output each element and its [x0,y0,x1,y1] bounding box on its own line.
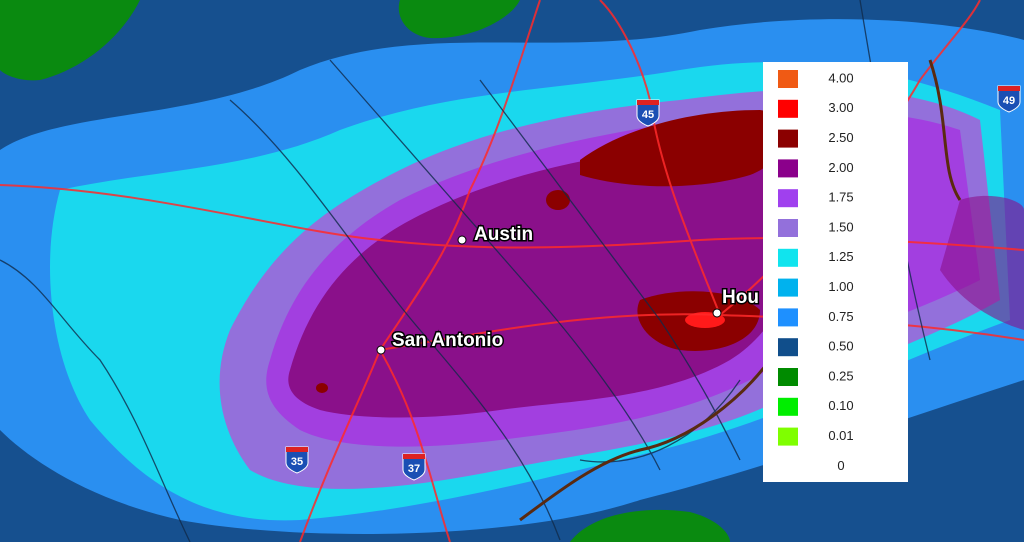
coastline [519,59,962,522]
legend-label: 0.25 [828,368,853,383]
legend-swatch [778,159,798,178]
legend-swatch [778,129,798,148]
legend-swatch [778,427,798,446]
highway-shield: 35 [285,446,309,474]
legend-swatch [778,70,798,88]
shield-number: 49 [1003,95,1015,107]
legend-label: 0.10 [828,398,853,413]
legend-label: 3.00 [828,100,853,115]
highway-shield: 37 [402,453,426,481]
legend-label: 1.75 [828,190,853,205]
legend-label: 0.50 [828,339,853,354]
legend-label: 1.50 [828,219,853,234]
legend-label: 4.00 [828,70,853,85]
legend-swatch [778,338,798,357]
city-marker [376,345,386,355]
shield-number: 35 [291,456,303,468]
highway-shield: 49 [997,85,1021,113]
legend-swatch [778,248,798,267]
rivers [0,0,931,542]
shield-number: 37 [408,463,420,475]
shield-number: 45 [642,109,654,121]
city-label: Hou [722,287,759,308]
legend-box [763,62,908,482]
highway-shield: 45 [636,99,660,127]
city-label: San Antonio [392,330,503,351]
legend-swatch [778,308,798,327]
legend-label: 0.01 [828,428,853,443]
legend-label: 1.00 [828,279,853,294]
legend-label: 2.00 [828,160,853,175]
legend-swatch [778,219,798,237]
legend-label: 0.75 [828,309,853,324]
city-marker [457,235,467,245]
legend-swatch [778,397,798,416]
legend-swatch [778,368,798,386]
legend-label: 1.25 [828,249,853,264]
legend-swatch [778,99,798,118]
legend-label: 0 [837,458,844,473]
legend-swatch [778,278,798,297]
city-marker [712,308,722,318]
legend: 4.00 3.00 2.50 2.00 1.75 1.50 1.25 1.00 0.75 0.50… [778,70,854,473]
legend-swatch [778,189,798,208]
city-label: Austin [474,224,533,245]
legend-label: 2.50 [828,130,853,145]
